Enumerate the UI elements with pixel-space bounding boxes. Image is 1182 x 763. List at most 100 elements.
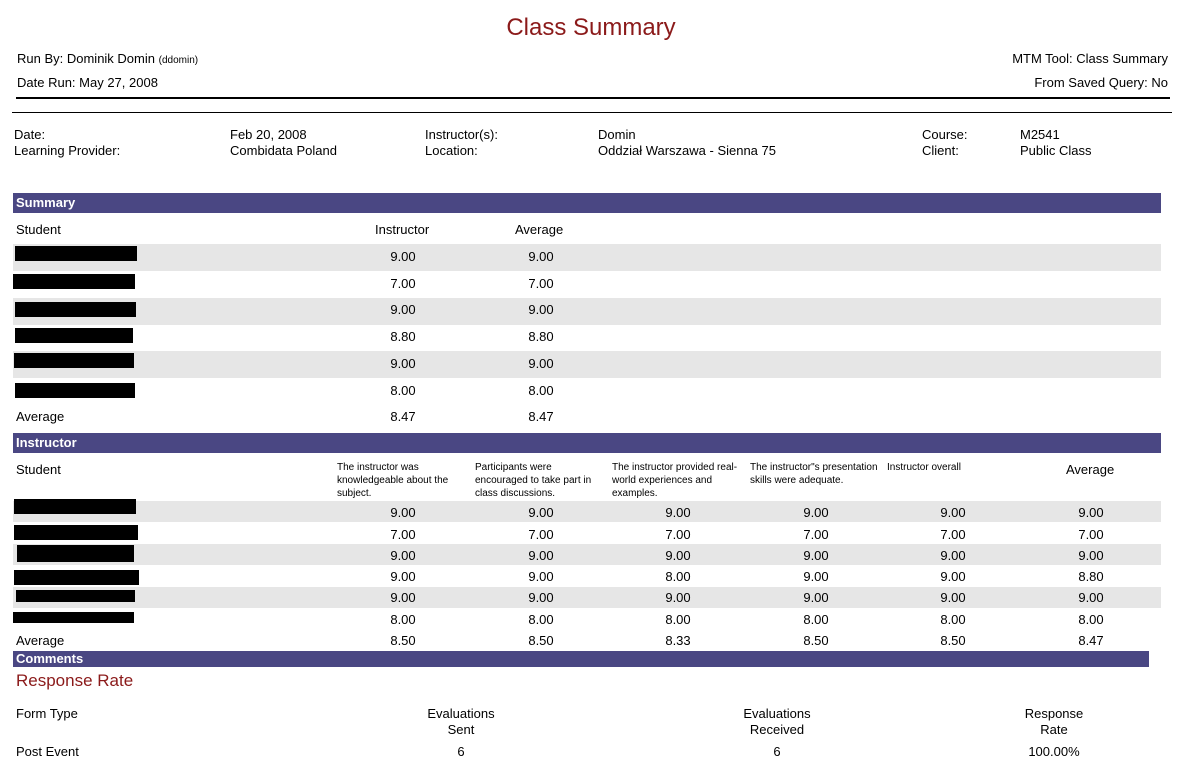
evaluations-sent-value: 6 xyxy=(457,744,465,759)
summary-average-average: 8.47 xyxy=(528,409,554,424)
instructor-band: Instructor xyxy=(13,433,1161,453)
summary-average-value: 9.00 xyxy=(528,249,554,264)
location-label: Location: xyxy=(425,143,478,158)
instructor-cell: 8.00 xyxy=(803,612,829,627)
summary-average-value: 8.80 xyxy=(528,329,554,344)
redacted-student-name xyxy=(15,246,137,261)
summary-row xyxy=(13,378,1161,404)
course-value: M2541 xyxy=(1020,127,1060,142)
instructor-cell: 7.00 xyxy=(665,527,691,542)
provider-label: Learning Provider: xyxy=(14,143,121,158)
instructor-average-cell: 8.50 xyxy=(940,633,966,648)
summary-row xyxy=(13,325,1161,351)
evaluations-received-value: 6 xyxy=(773,744,781,759)
summary-instructor-value: 8.00 xyxy=(390,383,416,398)
redacted-student-name xyxy=(15,328,133,343)
question-header: The instructor was knowledgeable about t… xyxy=(337,462,449,499)
instructor-cell: 9.00 xyxy=(528,590,554,605)
instructor-cell: 9.00 xyxy=(528,548,554,563)
instructor-cell: 9.00 xyxy=(665,505,691,520)
instructor-average-cell: 8.50 xyxy=(528,633,554,648)
instructor-cell: 7.00 xyxy=(1078,527,1104,542)
evaluations-sent-header: Evaluations Sent xyxy=(401,706,521,737)
evaluations-received-header: Evaluations Received xyxy=(717,706,837,737)
summary-instructor-value: 9.00 xyxy=(390,302,416,317)
summary-row xyxy=(13,271,1161,298)
evaluations-received-header-line1: Evaluations xyxy=(743,706,811,721)
redacted-student-name xyxy=(14,353,134,368)
instructor-cell: 9.00 xyxy=(940,505,966,520)
instructor-cell: 9.00 xyxy=(940,590,966,605)
instructor-cell: 8.00 xyxy=(665,569,691,584)
instructor-average-header: Average xyxy=(1066,462,1115,477)
instructor-cell: 9.00 xyxy=(803,548,829,563)
summary-average-value: 9.00 xyxy=(528,356,554,371)
instructor-student-header: Student xyxy=(16,462,61,477)
summary-average-instructor: 8.47 xyxy=(390,409,416,424)
redacted-student-name xyxy=(13,274,135,289)
instructor-cell: 8.00 xyxy=(390,612,416,627)
instructor-cell: 9.00 xyxy=(803,569,829,584)
report-title: Class Summary xyxy=(506,14,676,41)
instructor-cell: 8.80 xyxy=(1078,569,1104,584)
instructor-cell: 9.00 xyxy=(803,590,829,605)
instructor-average-cell: 8.33 xyxy=(665,633,691,648)
date-value: Feb 20, 2008 xyxy=(230,127,307,142)
response-rate-header-line1: Response xyxy=(1024,706,1084,721)
response-rate-title: Response Rate xyxy=(16,671,134,690)
instructor-average-label: Average xyxy=(16,633,65,648)
evaluations-sent-header-line2: Sent xyxy=(447,722,475,737)
instructor-average-cell: 8.50 xyxy=(803,633,829,648)
summary-row xyxy=(13,298,1161,325)
summary-instructor-value: 7.00 xyxy=(390,276,416,291)
instructor-cell: 9.00 xyxy=(665,590,691,605)
response-rate-value: 100.00% xyxy=(1028,744,1080,759)
redacted-student-name xyxy=(15,302,136,317)
run-by: Run By: Dominik Domin (ddomin) xyxy=(17,51,198,66)
redacted-student-name xyxy=(14,570,139,585)
redacted-student-name xyxy=(16,590,135,602)
redacted-student-name xyxy=(17,545,134,562)
instructor-cell: 9.00 xyxy=(390,590,416,605)
location-value: Oddział Warszawa - Sienna 75 xyxy=(598,143,776,158)
instructor-row xyxy=(13,587,1161,608)
evaluations-sent-header-line1: Evaluations xyxy=(427,706,495,721)
instructor-average-cell: 8.47 xyxy=(1078,633,1104,648)
run-by-user: (ddomin) xyxy=(158,55,199,66)
instructor-cell: 9.00 xyxy=(1078,590,1104,605)
instructor-row xyxy=(13,501,1161,522)
instructor-row xyxy=(13,544,1161,565)
run-by-text: Run By: Dominik Domin xyxy=(17,51,155,66)
instructor-cell: 9.00 xyxy=(390,505,416,520)
summary-band: Summary xyxy=(13,193,1161,213)
client-value: Public Class xyxy=(1020,143,1092,158)
client-label: Client: xyxy=(922,143,959,158)
instructor-cell: 7.00 xyxy=(390,527,416,542)
instructor-cell: 9.00 xyxy=(940,548,966,563)
instructor-cell: 9.00 xyxy=(528,569,554,584)
header-divider xyxy=(12,112,1172,113)
redacted-student-name xyxy=(15,383,135,398)
instructor-cell: 9.00 xyxy=(940,569,966,584)
header-rule xyxy=(16,97,1170,99)
date-label: Date: xyxy=(14,127,46,142)
instructor-cell: 8.00 xyxy=(528,612,554,627)
instructor-cell: 9.00 xyxy=(1078,548,1104,563)
response-rate-header: Response Rate xyxy=(994,706,1114,737)
summary-student-header: Student xyxy=(16,222,61,237)
instructor-cell: 7.00 xyxy=(528,527,554,542)
summary-average-value: 8.00 xyxy=(528,383,554,398)
form-type-value: Post Event xyxy=(16,744,79,759)
redacted-student-name xyxy=(14,525,138,540)
summary-row xyxy=(13,351,1161,378)
instructor-cell: 9.00 xyxy=(803,505,829,520)
summary-instructor-value: 9.00 xyxy=(390,356,416,371)
instructor-cell: 8.00 xyxy=(940,612,966,627)
response-rate-header-line2: Rate xyxy=(1040,722,1068,737)
summary-instructor-value: 9.00 xyxy=(390,249,416,264)
instructor-cell: 8.00 xyxy=(665,612,691,627)
form-type-header: Form Type xyxy=(16,706,78,721)
question-header: The instructor provided real-world exper… xyxy=(612,462,738,499)
instructor-cell: 9.00 xyxy=(390,569,416,584)
summary-instructor-header: Instructor xyxy=(375,222,430,237)
